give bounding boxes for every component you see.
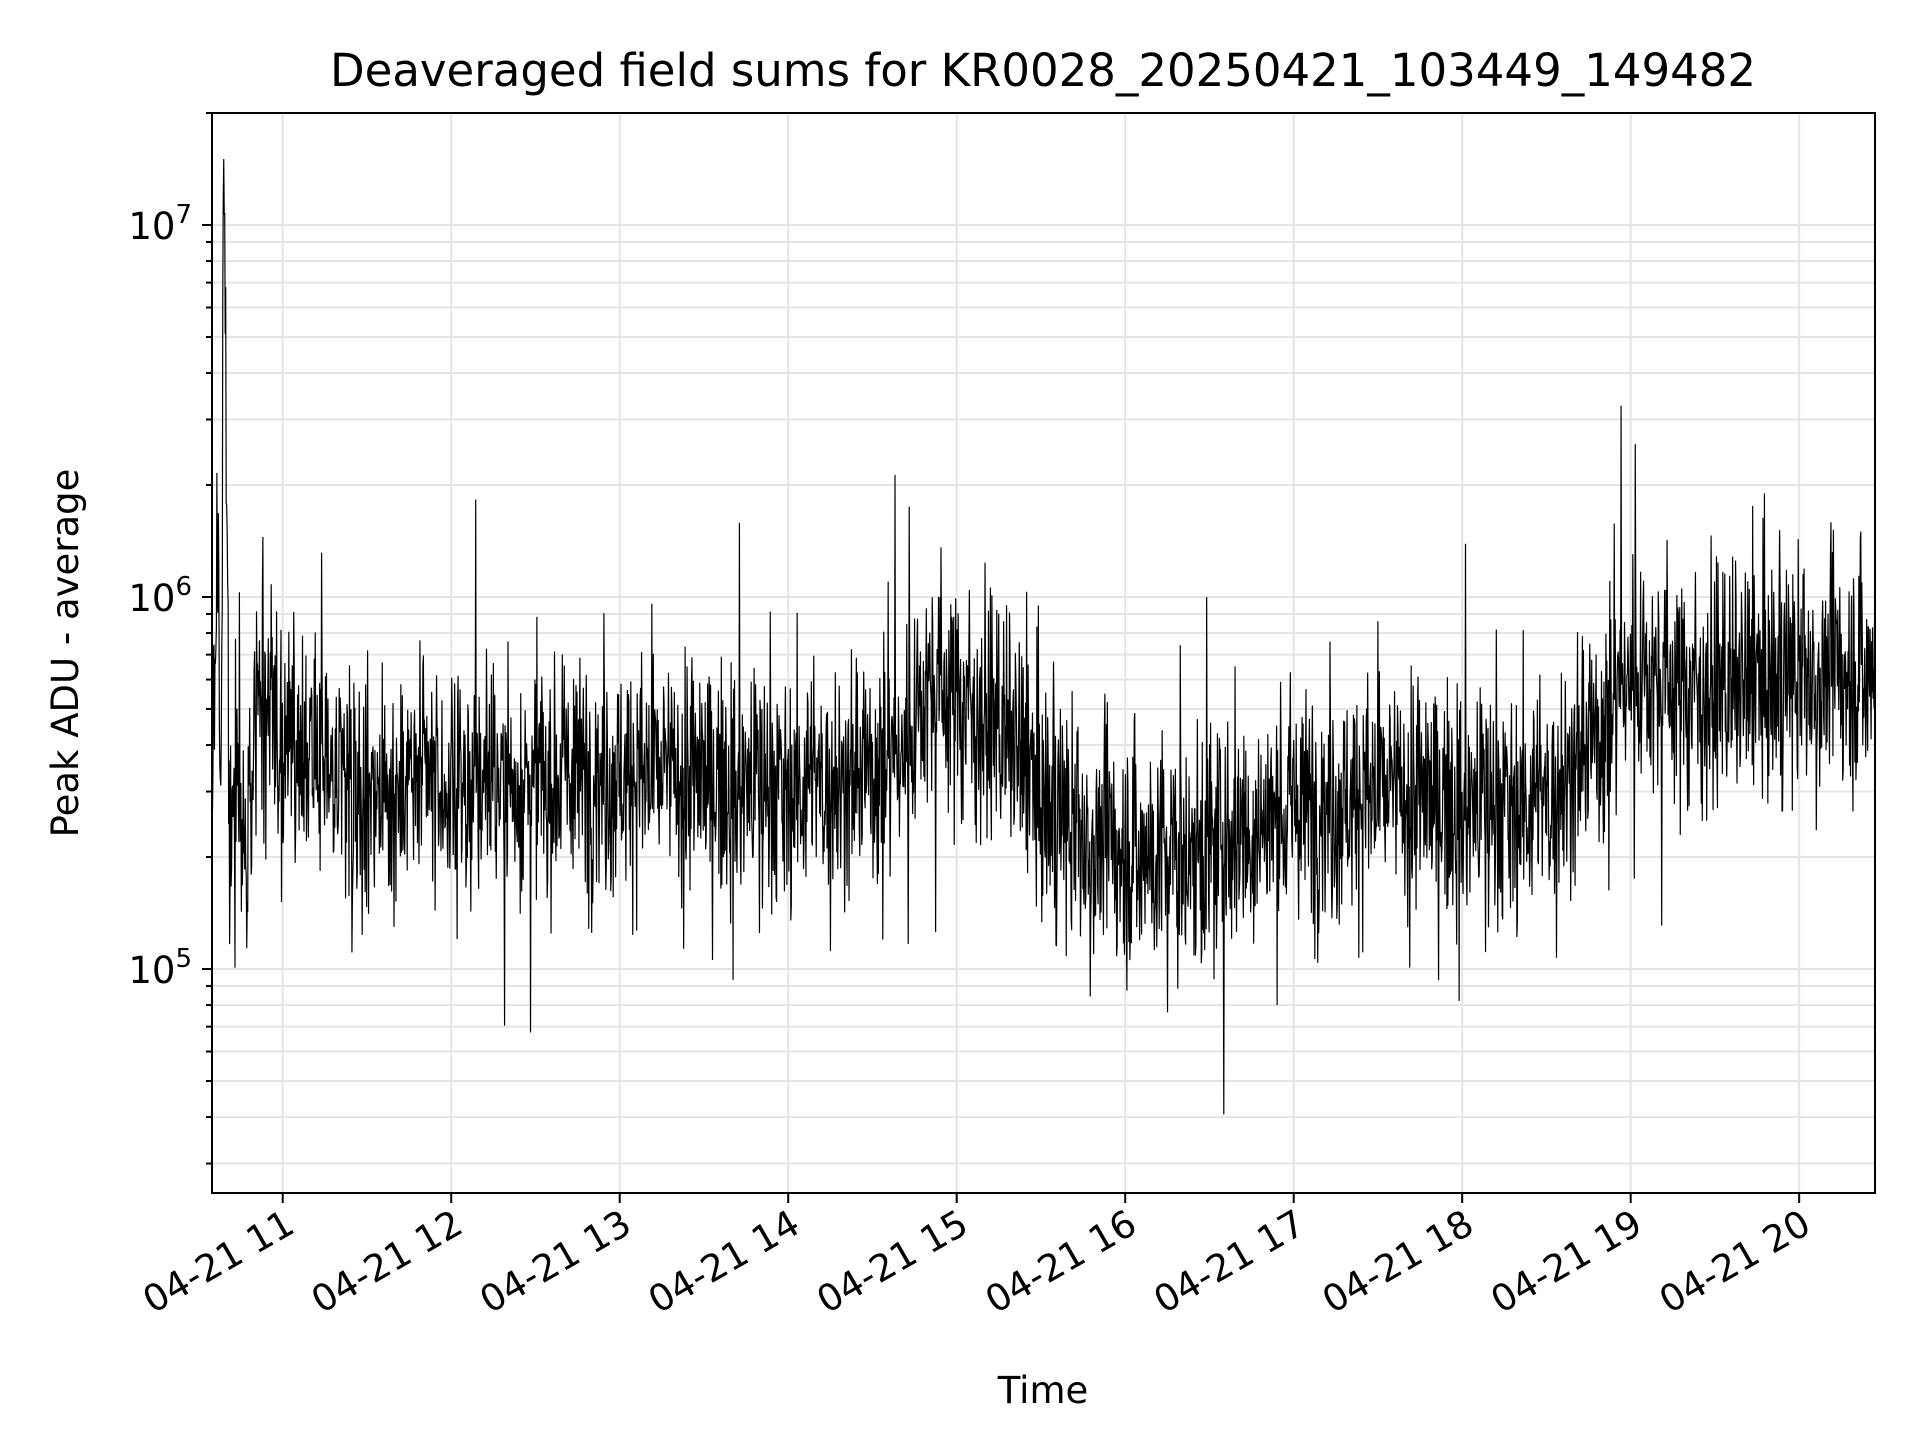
series-line <box>212 158 1875 1115</box>
y-tick-label: 107 <box>128 200 192 248</box>
y-tick-label: 105 <box>128 944 192 992</box>
chart-title: Deaveraged field sums for KR0028_2025042… <box>330 44 1756 97</box>
y-axis-label: Peak ADU - average <box>44 469 87 838</box>
x-axis-label: Time <box>997 1369 1089 1412</box>
y-tick-label: 106 <box>128 572 192 620</box>
plot-frame <box>211 112 1876 1194</box>
plot-area <box>212 158 1875 1115</box>
y-axis: 105 106 107 <box>128 112 212 1165</box>
